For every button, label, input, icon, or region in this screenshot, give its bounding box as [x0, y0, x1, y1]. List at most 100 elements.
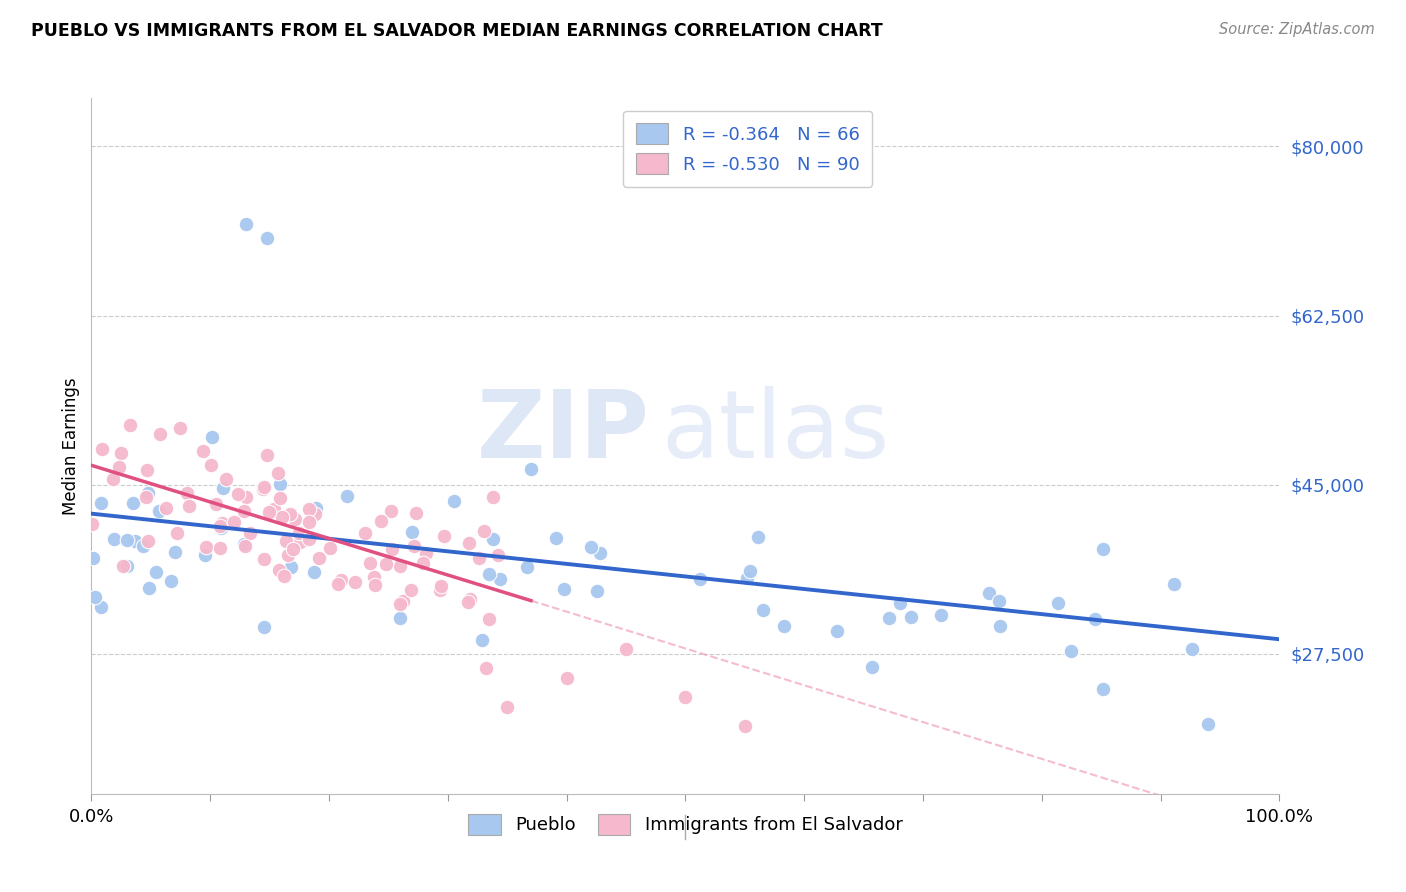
Point [208, 518, 231, 533]
Point [516, 560, 538, 574]
Point [200, 458, 222, 472]
Point [155, 500, 177, 515]
Text: ZIP: ZIP [477, 386, 650, 478]
Point [138, 581, 160, 595]
Point [458, 535, 481, 549]
Point [467, 550, 489, 565]
Point [457, 595, 479, 609]
Point [1046, 596, 1069, 610]
Point [929, 607, 952, 622]
Point [253, 552, 276, 566]
Point [478, 612, 501, 626]
Point [1163, 577, 1185, 591]
Point [211, 516, 233, 531]
Point [399, 582, 422, 597]
Point [388, 610, 411, 624]
Point [412, 556, 434, 570]
Point [614, 642, 637, 657]
Point [353, 525, 375, 540]
Point [555, 671, 578, 685]
Point [256, 448, 278, 462]
Point [588, 546, 610, 560]
Point [318, 541, 340, 555]
Point [363, 570, 385, 584]
Point [148, 503, 170, 517]
Point [475, 661, 498, 675]
Point [585, 584, 607, 599]
Point [486, 548, 509, 562]
Point [235, 490, 257, 504]
Point [149, 427, 172, 442]
Point [115, 533, 138, 547]
Point [359, 556, 381, 570]
Point [256, 231, 278, 245]
Point [430, 579, 453, 593]
Point [176, 485, 198, 500]
Point [118, 418, 141, 433]
Point [226, 487, 249, 501]
Point [208, 541, 231, 555]
Point [308, 551, 330, 566]
Point [288, 526, 311, 541]
Point [160, 574, 183, 588]
Point [330, 573, 353, 587]
Point [370, 514, 392, 528]
Point [737, 571, 759, 585]
Point [336, 489, 359, 503]
Point [344, 575, 367, 590]
Point [482, 533, 505, 547]
Point [169, 421, 191, 435]
Point [298, 516, 321, 530]
Point [860, 660, 883, 674]
Point [90, 442, 112, 457]
Text: PUEBLO VS IMMIGRANTS FROM EL SALVADOR MEDIAN EARNINGS CORRELATION CHART: PUEBLO VS IMMIGRANTS FROM EL SALVADOR ME… [31, 22, 883, 40]
Legend: Pueblo, Immigrants from El Salvador: Pueblo, Immigrants from El Salvador [456, 801, 915, 847]
Point [381, 542, 404, 557]
Point [280, 560, 302, 574]
Point [747, 530, 769, 544]
Point [298, 501, 321, 516]
Point [392, 594, 415, 608]
Point [673, 690, 696, 705]
Point [305, 500, 328, 515]
Point [80, 516, 103, 531]
Point [267, 466, 290, 480]
Text: Source: ZipAtlas.com: Source: ZipAtlas.com [1219, 22, 1375, 37]
Point [90, 496, 112, 510]
Point [269, 563, 291, 577]
Point [269, 491, 291, 505]
Point [388, 597, 411, 611]
Point [201, 430, 224, 444]
Point [977, 585, 1000, 599]
Point [489, 572, 512, 586]
Point [429, 583, 451, 598]
Point [889, 596, 911, 610]
Point [302, 565, 325, 579]
Point [269, 476, 291, 491]
Point [1059, 644, 1081, 658]
Point [212, 481, 235, 495]
Point [235, 539, 257, 553]
Point [205, 497, 228, 511]
Point [224, 515, 246, 529]
Point [278, 507, 301, 521]
Point [263, 502, 285, 516]
Point [298, 533, 321, 547]
Point [738, 564, 761, 578]
Point [252, 482, 274, 496]
Point [496, 699, 519, 714]
Point [401, 524, 423, 539]
Point [827, 624, 849, 639]
Point [1181, 642, 1204, 657]
Point [136, 534, 159, 549]
Point [82, 550, 104, 565]
Point [877, 611, 900, 625]
Point [546, 531, 568, 545]
Point [239, 525, 262, 540]
Point [277, 549, 299, 563]
Point [751, 603, 773, 617]
Point [122, 496, 145, 510]
Point [326, 576, 349, 591]
Point [253, 480, 276, 494]
Point [773, 619, 796, 633]
